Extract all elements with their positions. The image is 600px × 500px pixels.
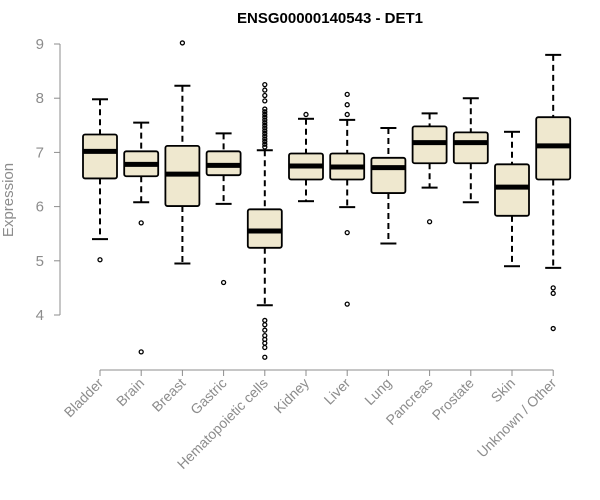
outlier-point bbox=[550, 285, 556, 291]
outlier-point bbox=[262, 119, 268, 126]
outlier-point bbox=[303, 111, 309, 118]
box-kidney bbox=[288, 111, 324, 203]
box-series bbox=[82, 40, 572, 360]
chart-title: ENSG00000140543 - DET1 bbox=[237, 10, 423, 27]
outlier-point bbox=[344, 102, 350, 108]
x-tick-label: Skin bbox=[488, 375, 519, 406]
iqr-box bbox=[494, 163, 530, 217]
outlier-point bbox=[344, 91, 350, 98]
box-skin bbox=[494, 130, 530, 268]
outlier-point bbox=[179, 40, 186, 46]
outlier-point bbox=[262, 117, 268, 123]
y-axis-label: Expression bbox=[0, 163, 17, 237]
x-tick-label: Brain bbox=[113, 375, 147, 409]
outlier-point bbox=[426, 219, 433, 225]
outlier-point bbox=[262, 125, 268, 131]
outlier-point bbox=[262, 114, 268, 120]
y-tick-label: 4 bbox=[36, 307, 44, 324]
outlier-point bbox=[262, 133, 268, 139]
box-bladder bbox=[82, 98, 118, 263]
outlier-point bbox=[262, 87, 268, 93]
box-liver bbox=[329, 91, 366, 307]
box-brain bbox=[123, 121, 160, 355]
box-gastric bbox=[205, 132, 242, 286]
outlier-point bbox=[262, 111, 268, 118]
outlier-point bbox=[97, 257, 103, 263]
outlier-point bbox=[138, 349, 144, 355]
outlier-point bbox=[262, 122, 268, 128]
outlier-point bbox=[138, 220, 144, 226]
box-prostate bbox=[452, 97, 489, 204]
outlier-point bbox=[262, 109, 268, 115]
y-tick-label: 6 bbox=[36, 199, 44, 216]
outlier-point bbox=[262, 317, 268, 324]
y-tick-label: 8 bbox=[36, 90, 44, 107]
box-unknown-other bbox=[535, 53, 572, 332]
x-tick-label: Breast bbox=[149, 375, 189, 415]
outlier-point bbox=[262, 92, 268, 99]
outlier-point bbox=[550, 290, 556, 296]
outlier-point bbox=[220, 279, 227, 286]
x-tick-label: Lung bbox=[361, 375, 394, 408]
x-tick-label: Bladder bbox=[61, 375, 107, 421]
outlier-point bbox=[262, 130, 268, 137]
outlier-point bbox=[344, 111, 350, 118]
y-tick-label: 5 bbox=[36, 253, 44, 270]
box-hematopoietic-cells bbox=[246, 82, 283, 360]
outlier-point bbox=[262, 144, 268, 150]
y-tick-label: 7 bbox=[36, 144, 44, 161]
box-pancreas bbox=[411, 112, 448, 225]
iqr-box bbox=[82, 133, 118, 180]
outlier-point bbox=[262, 106, 268, 112]
outlier-point bbox=[344, 301, 350, 307]
x-tick-label: Kidney bbox=[271, 375, 313, 417]
outlier-point bbox=[262, 138, 268, 145]
y-tick-label: 9 bbox=[36, 36, 44, 53]
outlier-point bbox=[262, 327, 268, 333]
outlier-point bbox=[262, 344, 268, 351]
y-axis: 4 5 6 7 8 9 bbox=[36, 36, 61, 324]
outlier-point bbox=[262, 141, 268, 147]
outlier-point bbox=[344, 229, 350, 236]
outlier-point bbox=[262, 82, 268, 88]
outlier-point bbox=[262, 128, 268, 134]
outlier-point bbox=[262, 136, 268, 142]
outlier-point bbox=[262, 354, 268, 360]
outlier-point bbox=[262, 340, 268, 346]
box-lung bbox=[370, 127, 407, 245]
outlier-point bbox=[550, 325, 556, 332]
x-tick-label: Prostate bbox=[429, 375, 477, 423]
iqr-box bbox=[370, 156, 407, 194]
x-tick-label: Liver bbox=[321, 375, 354, 408]
iqr-box bbox=[452, 131, 489, 165]
outlier-point bbox=[262, 98, 268, 104]
box-breast bbox=[164, 40, 201, 265]
outlier-point bbox=[262, 322, 268, 328]
